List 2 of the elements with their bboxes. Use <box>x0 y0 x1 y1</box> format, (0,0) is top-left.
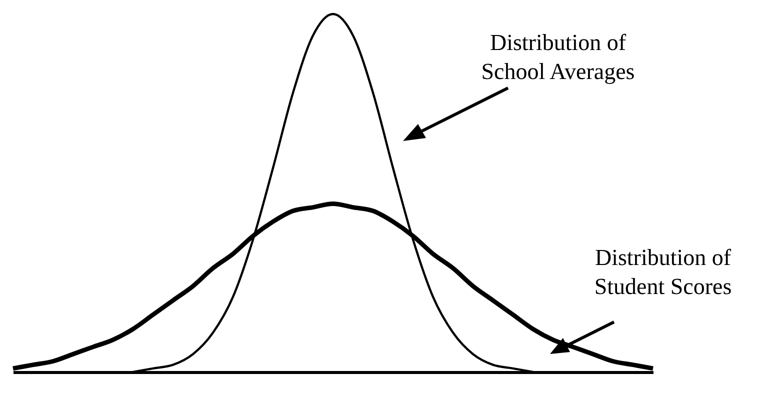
annotation: Distribution of Student Scores <box>594 245 732 299</box>
annotation: Distribution of School Averages <box>481 30 635 84</box>
